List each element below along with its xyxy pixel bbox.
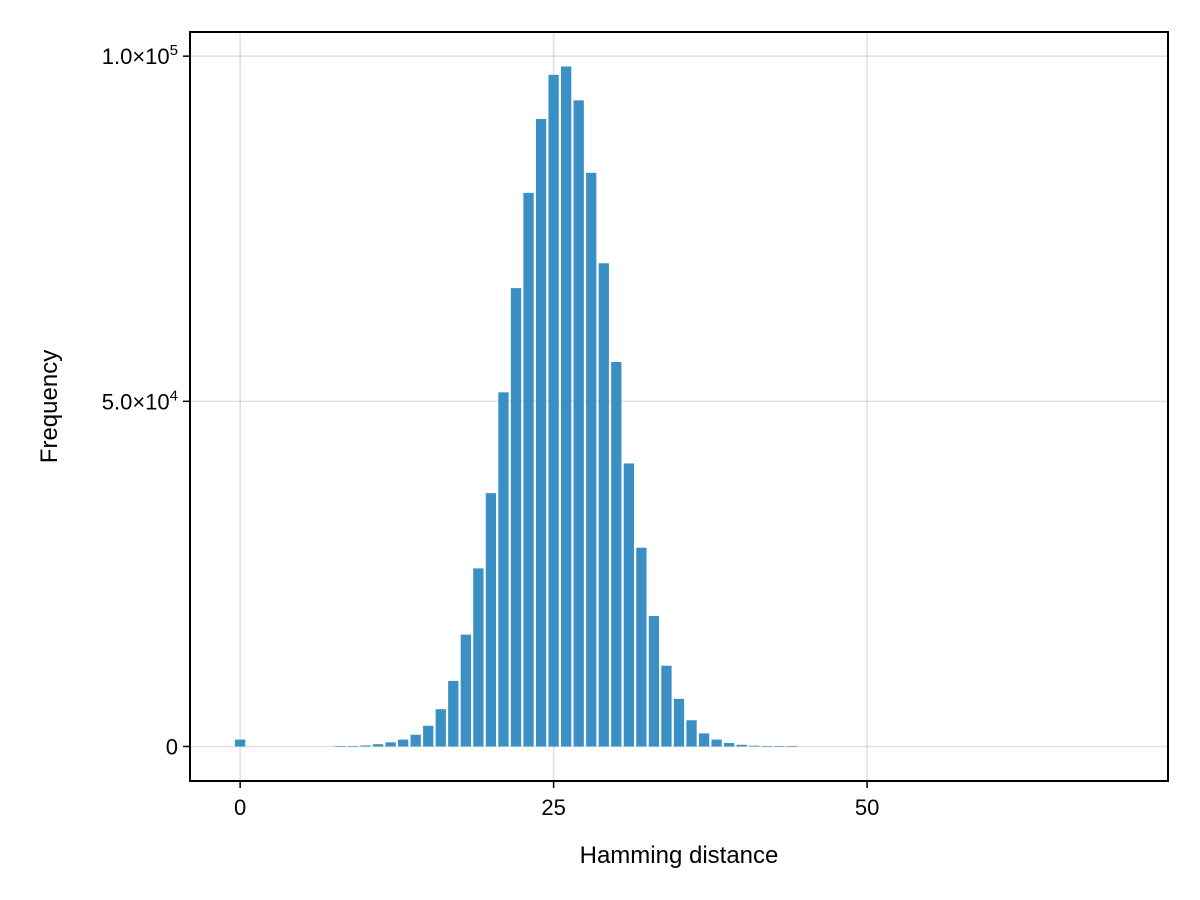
x-tick-label: 25 (541, 795, 565, 820)
bar (673, 698, 685, 747)
grid-lines (190, 32, 1168, 781)
bar (423, 725, 434, 747)
bars (235, 66, 797, 748)
plot-frame (189, 31, 1169, 782)
bar (774, 746, 785, 747)
bar (510, 288, 522, 747)
bar (573, 100, 584, 747)
bar (623, 463, 634, 747)
y-tick-label: 1.0×105 (102, 42, 178, 69)
x-axis-label: Hamming distance (580, 842, 779, 869)
bar (360, 745, 371, 747)
bar (586, 172, 597, 747)
bar (598, 263, 609, 747)
y-tick-mantissa: 0 (166, 734, 178, 759)
y-tick-exponent: 4 (170, 387, 178, 404)
bar (485, 493, 497, 747)
bar (347, 746, 359, 747)
bar (661, 665, 672, 747)
bar (535, 118, 547, 747)
bar (724, 743, 735, 747)
bar (523, 192, 534, 747)
y-tick-mantissa: 5.0×10 (102, 389, 170, 414)
x-tick-label: 50 (855, 795, 879, 820)
bar (473, 568, 484, 747)
bar (435, 709, 446, 747)
bar (761, 746, 772, 747)
bar (611, 361, 622, 747)
bar (636, 547, 647, 747)
bar (648, 616, 660, 747)
bar (372, 744, 384, 747)
bar (548, 74, 559, 747)
bar (398, 739, 409, 747)
bar (561, 66, 572, 747)
bar (711, 739, 722, 747)
bar (786, 746, 797, 748)
x-tick-label: 0 (234, 795, 246, 820)
bar (410, 734, 421, 747)
bar (736, 744, 747, 747)
bar (698, 733, 710, 747)
axis-ticks: 0 25 50 0 5.0×104 1.0×105 (102, 42, 880, 820)
bar (498, 392, 509, 747)
bar (385, 742, 396, 747)
y-tick-exponent: 5 (170, 42, 178, 59)
bar (749, 745, 760, 747)
y-tick-mantissa: 1.0×10 (102, 44, 170, 69)
y-tick-label: 5.0×104 (102, 387, 178, 414)
y-tick-label: 0 (166, 734, 178, 759)
bar (448, 680, 459, 747)
bar (335, 746, 346, 747)
bar (460, 634, 471, 747)
bar (686, 720, 697, 747)
bar (235, 739, 246, 747)
y-axis-label: Frequency (36, 350, 63, 463)
